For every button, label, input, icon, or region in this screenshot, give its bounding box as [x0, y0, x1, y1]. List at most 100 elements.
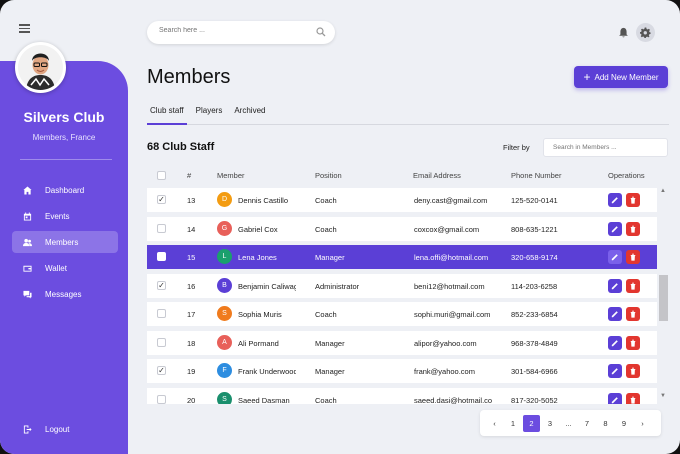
select-all-checkbox[interactable]	[157, 171, 166, 180]
member-email: beni12@hotmail.com	[414, 281, 485, 291]
member-email: saeed.dasi@hotmail.com	[414, 395, 492, 405]
row-number: 20	[187, 395, 196, 405]
users-icon	[23, 238, 32, 246]
pencil-icon	[611, 197, 618, 204]
user-portrait-icon	[18, 45, 63, 90]
member-position: Coach	[315, 224, 337, 234]
sidebar-item-members[interactable]: Members	[12, 231, 118, 253]
row-number: 16	[187, 281, 196, 291]
table-row[interactable]: 15 L Lena Jones Manager lena.offi@hotmail.co…	[147, 245, 657, 269]
delete-button[interactable]	[626, 278, 640, 293]
add-member-button[interactable]: + Add New Member	[574, 66, 668, 88]
member-phone: 320-658-9174	[511, 253, 558, 262]
member-email: alipor@yahoo.com	[414, 338, 477, 348]
bell-icon[interactable]	[618, 27, 629, 38]
next-page-button[interactable]: ›	[641, 418, 644, 428]
delete-button[interactable]	[626, 392, 640, 404]
sidebar-item-wallet[interactable]: Wallet	[12, 257, 118, 279]
row-number: 17	[187, 310, 196, 319]
row-checkbox[interactable]: ✓	[157, 280, 166, 290]
member-position: Administrator	[315, 281, 360, 291]
scrollbar-thumb[interactable]	[659, 275, 668, 321]
row-checkbox[interactable]	[157, 309, 166, 318]
row-checkbox[interactable]: ✓	[157, 366, 166, 375]
member-phone: 114-203-6258	[511, 281, 558, 291]
scroll-up-icon[interactable]: ▲	[660, 188, 666, 194]
sidebar-item-events[interactable]: Events	[12, 205, 118, 227]
search-input[interactable]	[159, 27, 309, 34]
sidebar-item-label: Members	[45, 237, 79, 247]
tab-archived[interactable]: Archived	[234, 106, 266, 115]
delete-button[interactable]	[626, 221, 640, 236]
search-icon[interactable]	[316, 27, 326, 37]
page-title: Members	[147, 66, 231, 88]
row-checkbox[interactable]: ✓	[157, 195, 166, 204]
member-avatar: S	[217, 306, 232, 321]
global-search	[147, 21, 335, 44]
avatar[interactable]	[15, 42, 66, 93]
edit-button[interactable]	[608, 250, 622, 264]
gear-icon	[640, 27, 651, 38]
page-button[interactable]: 3	[547, 418, 553, 428]
row-checkbox[interactable]	[157, 252, 166, 261]
page-button[interactable]: 2	[523, 414, 540, 432]
column-header: Member	[217, 171, 245, 180]
member-name: Lena Jones	[238, 253, 277, 262]
members-table: ✓ 13 D Dennis Castillo Coach deny.cast@gmail.…	[147, 188, 657, 404]
edit-button[interactable]	[608, 278, 622, 293]
sidebar-item-dashboard[interactable]: Dashboard	[12, 179, 118, 201]
edit-button[interactable]	[608, 335, 622, 350]
tab-club-staff[interactable]: Club staff	[147, 104, 187, 125]
edit-button[interactable]	[608, 392, 622, 404]
scroll-down-icon[interactable]: ▼	[660, 393, 666, 399]
staff-count: 68 Club Staff	[147, 141, 215, 153]
delete-button[interactable]	[626, 307, 640, 321]
prev-page-button[interactable]: ‹	[493, 418, 496, 428]
table-row[interactable]: 17 S Sophia Muris Coach sophi.muri@gmail.com…	[147, 302, 657, 326]
sidebar-item-label: Dashboard	[45, 185, 85, 195]
edit-button[interactable]	[608, 221, 622, 236]
hamburger-menu-icon[interactable]	[19, 24, 30, 33]
page-button[interactable]: 9	[621, 418, 627, 428]
column-header: Operations	[608, 171, 645, 180]
trash-icon	[630, 367, 636, 375]
row-checkbox[interactable]	[157, 394, 166, 404]
settings-button[interactable]	[636, 23, 655, 42]
tab-players[interactable]: Players	[195, 106, 223, 115]
table-scrollbar[interactable]: ▲ ▼	[659, 188, 668, 404]
page-button[interactable]: 1	[510, 418, 516, 428]
table-row[interactable]: ✓ 16 B Benjamin Caliwag Administrator beni12@…	[147, 273, 657, 298]
member-avatar: D	[217, 192, 232, 207]
member-position: Coach	[315, 310, 337, 319]
row-number: 18	[187, 338, 196, 348]
row-checkbox[interactable]	[157, 223, 166, 233]
table-row[interactable]: 20 S Saeed Dasman Coach saeed.dasi@hotmail.c…	[147, 387, 657, 405]
table-row[interactable]: ✓ 19 F Frank Underwood Manager frank@yahoo.co…	[147, 359, 657, 383]
table-row[interactable]: ✓ 13 D Dennis Castillo Coach deny.cast@gmail.…	[147, 188, 657, 212]
member-avatar: S	[217, 391, 232, 404]
delete-button[interactable]	[626, 250, 640, 264]
filter-input[interactable]	[553, 144, 663, 151]
member-name: Benjamin Caliwag	[238, 281, 296, 291]
member-email: deny.cast@gmail.com	[414, 196, 488, 205]
page-button[interactable]: 8	[603, 418, 608, 428]
delete-button[interactable]	[626, 193, 640, 207]
wallet-icon	[23, 265, 32, 272]
member-name: Saeed Dasman	[238, 395, 290, 405]
trash-icon	[630, 282, 636, 290]
edit-button[interactable]	[608, 193, 622, 207]
delete-button[interactable]	[626, 335, 640, 350]
table-row[interactable]: 18 A Ali Pormand Manager alipor@yahoo.com 968…	[147, 330, 657, 355]
row-number: 19	[187, 367, 196, 376]
sidebar-item-messages[interactable]: Messages	[12, 283, 118, 305]
logout-button[interactable]: Logout	[23, 425, 69, 434]
table-row[interactable]: 14 G Gabriel Cox Coach coxcox@gmail.com 808-6…	[147, 216, 657, 241]
row-checkbox[interactable]	[157, 337, 166, 347]
edit-button[interactable]	[608, 307, 622, 321]
page-ellipsis[interactable]: ...	[565, 418, 572, 428]
member-avatar: A	[217, 334, 232, 350]
pencil-icon	[611, 311, 618, 318]
delete-button[interactable]	[626, 364, 640, 378]
page-button[interactable]: 7	[584, 418, 590, 428]
edit-button[interactable]	[608, 364, 622, 378]
